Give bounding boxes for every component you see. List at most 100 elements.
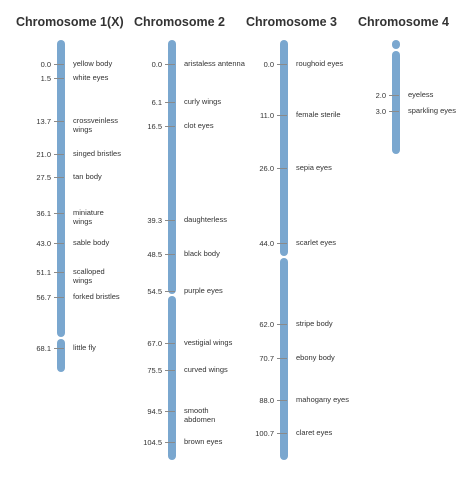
gene-tick bbox=[54, 272, 64, 273]
gene-tick bbox=[165, 64, 175, 65]
gene-tick bbox=[165, 254, 175, 255]
gene-position: 11.0 bbox=[259, 111, 274, 120]
gene-position: 70.7 bbox=[259, 354, 274, 363]
gene-position: 26.0 bbox=[259, 164, 274, 173]
gene-position: 43.0 bbox=[36, 239, 51, 248]
gene-tick bbox=[54, 348, 64, 349]
gene-tick bbox=[277, 358, 287, 359]
gene-position: 27.5 bbox=[36, 173, 51, 182]
gene-name: little fly bbox=[73, 343, 96, 352]
gene-position: 67.0 bbox=[147, 339, 162, 348]
gene-position: 36.1 bbox=[36, 209, 51, 218]
gene-name: yellow body bbox=[73, 59, 113, 68]
gene-tick bbox=[277, 400, 287, 401]
gene-position: 16.5 bbox=[147, 122, 162, 131]
gene-tick bbox=[277, 168, 287, 169]
gene-tick bbox=[165, 291, 175, 292]
gene-tick bbox=[54, 64, 64, 65]
gene-name: scarlet eyes bbox=[296, 238, 337, 247]
chromosome-4-bar-segment bbox=[392, 51, 400, 154]
gene-position: 51.1 bbox=[36, 268, 51, 277]
gene-tick bbox=[389, 111, 399, 112]
gene-tick bbox=[54, 154, 64, 155]
gene-name: sable body bbox=[73, 238, 110, 247]
gene-name: curved wings bbox=[184, 365, 228, 374]
gene-name: white eyes bbox=[73, 73, 109, 82]
gene-name: miniature wings bbox=[73, 208, 104, 226]
gene-name: forked bristles bbox=[73, 292, 120, 301]
gene-name: female sterile bbox=[296, 110, 341, 119]
gene-position: 39.3 bbox=[147, 216, 162, 225]
gene-tick bbox=[277, 433, 287, 434]
gene-position: 44.0 bbox=[259, 239, 274, 248]
gene-position: 0.0 bbox=[263, 60, 274, 69]
gene-name: ebony body bbox=[296, 353, 335, 362]
gene-position: 0.0 bbox=[151, 60, 162, 69]
chromosome-3-bar-segment bbox=[280, 258, 288, 460]
gene-name: sepia eyes bbox=[296, 163, 332, 172]
gene-name: clot eyes bbox=[184, 121, 214, 130]
gene-name: black body bbox=[184, 249, 220, 258]
gene-name: aristaless antenna bbox=[184, 59, 245, 68]
gene-position: 48.5 bbox=[147, 250, 162, 259]
chromosome-1-bar-segment bbox=[57, 40, 65, 337]
gene-tick bbox=[277, 324, 287, 325]
gene-tick bbox=[165, 126, 175, 127]
gene-name: smooth abdomen bbox=[184, 406, 216, 424]
chromosome-4-bar-segment bbox=[392, 40, 400, 49]
gene-position: 68.1 bbox=[36, 344, 51, 353]
chromosome-2-bar-segment bbox=[168, 40, 176, 294]
gene-position: 6.1 bbox=[151, 98, 162, 107]
gene-position: 54.5 bbox=[147, 287, 162, 296]
gene-position: 88.0 bbox=[259, 396, 274, 405]
gene-name: scalloped wings bbox=[73, 267, 105, 285]
gene-tick bbox=[165, 442, 175, 443]
gene-tick bbox=[165, 370, 175, 371]
gene-name: tan body bbox=[73, 172, 102, 181]
chromosome-3-bar-segment bbox=[280, 40, 288, 256]
chromosome-3-title: Chromosome 3 bbox=[246, 15, 337, 29]
gene-name: crossveinless wings bbox=[73, 116, 119, 134]
gene-tick bbox=[54, 297, 64, 298]
chromosome-2-title: Chromosome 2 bbox=[134, 15, 225, 29]
gene-position: 62.0 bbox=[259, 320, 274, 329]
gene-tick bbox=[165, 220, 175, 221]
gene-name: stripe body bbox=[296, 319, 333, 328]
gene-tick bbox=[165, 102, 175, 103]
gene-tick bbox=[165, 411, 175, 412]
gene-position: 56.7 bbox=[36, 293, 51, 302]
gene-name: brown eyes bbox=[184, 437, 223, 446]
gene-tick bbox=[277, 115, 287, 116]
gene-tick bbox=[165, 343, 175, 344]
gene-name: eyeless bbox=[408, 90, 434, 99]
gene-name: sparkling eyes bbox=[408, 106, 456, 115]
gene-position: 2.0 bbox=[375, 91, 386, 100]
gene-position: 0.0 bbox=[40, 60, 51, 69]
gene-name: claret eyes bbox=[296, 428, 333, 437]
chromosome-2-bar-segment bbox=[168, 296, 176, 460]
gene-position: 13.7 bbox=[36, 117, 51, 126]
gene-name: purple eyes bbox=[184, 286, 223, 295]
gene-tick bbox=[389, 95, 399, 96]
gene-position: 21.0 bbox=[36, 150, 51, 159]
gene-tick bbox=[54, 177, 64, 178]
chromosome-4-title: Chromosome 4 bbox=[358, 15, 449, 29]
gene-tick bbox=[277, 64, 287, 65]
gene-name: daughterless bbox=[184, 215, 227, 224]
gene-position: 100.7 bbox=[255, 429, 274, 438]
chromosome-1-bar-segment bbox=[57, 339, 65, 372]
gene-tick bbox=[54, 243, 64, 244]
gene-tick bbox=[54, 213, 64, 214]
gene-position: 104.5 bbox=[143, 438, 162, 447]
gene-tick bbox=[277, 243, 287, 244]
gene-position: 1.5 bbox=[40, 74, 51, 83]
gene-tick bbox=[54, 78, 64, 79]
gene-name: roughoid eyes bbox=[296, 59, 344, 68]
gene-name: mahogany eyes bbox=[296, 395, 349, 404]
gene-name: singed bristles bbox=[73, 149, 121, 158]
gene-name: curly wings bbox=[184, 97, 222, 106]
gene-name: vestigial wings bbox=[184, 338, 233, 347]
chromosome-1-title: Chromosome 1(X) bbox=[16, 15, 124, 29]
gene-tick bbox=[54, 121, 64, 122]
